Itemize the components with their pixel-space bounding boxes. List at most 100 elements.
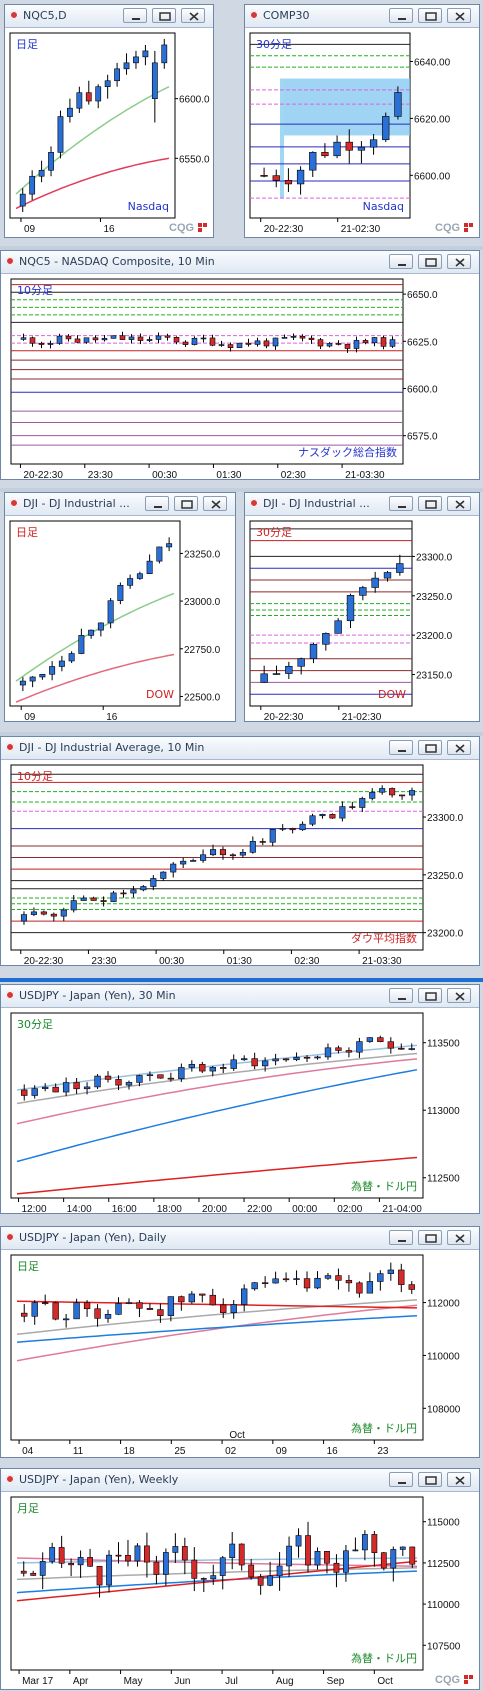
title-bar[interactable]: USDJPY - Japan (Yen), 30 Min <box>1 985 479 1008</box>
y-tick-label: 6640.00 <box>414 57 451 68</box>
restore-button[interactable] <box>418 988 442 1003</box>
chart-window-w8[interactable]: USDJPY - Japan (Yen), Daily 112000 110000 1… <box>0 1226 480 1458</box>
chart-window-w5[interactable]: DJI - DJ Industrial ... 23300.0 23250.0 232… <box>244 492 480 722</box>
close-button[interactable] <box>447 254 471 269</box>
title-bar[interactable]: NQC5 - NASDAQ Composite, 10 Min <box>1 251 479 274</box>
candle-body <box>136 1302 143 1309</box>
candle-body <box>164 335 171 338</box>
restore-button[interactable] <box>152 8 176 23</box>
restore-button[interactable] <box>418 1472 442 1487</box>
candle-body <box>101 338 108 341</box>
title-bar[interactable]: COMP30 <box>245 5 479 28</box>
candle-body <box>299 335 306 339</box>
candle-body <box>241 1058 248 1061</box>
close-button[interactable] <box>447 988 471 1003</box>
close-button[interactable] <box>447 1230 471 1245</box>
close-button[interactable] <box>447 496 471 511</box>
chart-window-w6[interactable]: DJI - DJ Industrial Average, 10 Min 23300… <box>0 736 480 966</box>
candle-body <box>188 1064 195 1068</box>
chart-canvas[interactable]: 115000 112500 110000 107500 Mar 17 Apr May Jun J… <box>1 1491 479 1689</box>
chart-window-w2[interactable]: COMP30 6640.00 6620.00 6600.00 20-22:30 21-02… <box>244 4 480 238</box>
candle-body <box>335 1047 342 1051</box>
close-button[interactable] <box>447 8 471 23</box>
chart-canvas[interactable]: 112000 110000 108000 04 11 18 25 02 09 16 23 Oct 日足為… <box>1 1249 479 1457</box>
close-button[interactable] <box>203 496 227 511</box>
title-bar[interactable]: DJI - DJ Industrial ... <box>245 493 479 516</box>
minimize-button[interactable] <box>389 988 413 1003</box>
candle-body <box>349 806 356 808</box>
instrument-watermark: DOW <box>146 688 174 701</box>
candle-body <box>128 336 135 340</box>
cqg-window-icon <box>6 991 14 999</box>
chart-canvas[interactable]: 23250.0 23000.0 22750.0 22500.0 09 16 日足 DOW <box>5 515 235 721</box>
title-bar[interactable]: NQC5,D <box>5 5 213 28</box>
title-bar[interactable]: DJI - DJ Industrial Average, 10 Min <box>1 737 479 760</box>
chart-window-w3[interactable]: NQC5 - NASDAQ Composite, 10 Min 6650.0 662… <box>0 250 480 480</box>
candle-body <box>74 338 81 343</box>
candle-body <box>157 1074 164 1079</box>
restore-icon <box>425 992 437 1001</box>
chart-canvas[interactable]: 23300.0 23250.0 23200.0 20-22:30 23:30 00:30 0… <box>1 759 479 965</box>
minimize-button[interactable] <box>123 8 147 23</box>
restore-button[interactable] <box>418 8 442 23</box>
candle-body <box>382 116 390 141</box>
minimize-button[interactable] <box>389 254 413 269</box>
restore-button[interactable] <box>418 740 442 755</box>
candle-body <box>389 788 396 796</box>
close-button[interactable] <box>181 8 205 23</box>
close-button[interactable] <box>447 740 471 755</box>
plot-area[interactable] <box>9 520 181 707</box>
chart-window-w1[interactable]: NQC5,D 6600.0 6550.0 09 16 日足 Nasdaq CQG <box>4 4 214 238</box>
candle-body <box>261 1282 269 1284</box>
restore-button[interactable] <box>174 496 198 511</box>
minimize-button[interactable] <box>389 1230 413 1245</box>
chart-canvas[interactable]: 113500 113000 112500 12:00 14:00 16:00 18:00 20… <box>1 1007 479 1213</box>
candle-body <box>362 340 369 344</box>
restore-button[interactable] <box>418 496 442 511</box>
minimize-button[interactable] <box>389 496 413 511</box>
minimize-icon <box>398 506 406 508</box>
x-tick-label: 00:30 <box>159 956 184 965</box>
x-tick-label: 20:00 <box>202 1204 227 1213</box>
minimize-button[interactable] <box>389 740 413 755</box>
candle-body <box>366 1281 374 1294</box>
title-bar[interactable]: USDJPY - Japan (Yen), Weekly <box>1 1469 479 1492</box>
candle-body <box>200 1578 207 1580</box>
minimize-button[interactable] <box>389 8 413 23</box>
candle-body <box>30 911 37 915</box>
candle-body <box>286 1545 292 1567</box>
title-bar[interactable]: USDJPY - Japan (Yen), Daily <box>1 1227 479 1250</box>
plot-area[interactable] <box>10 278 404 465</box>
chart-canvas[interactable]: 6640.00 6620.00 6600.00 20-22:30 21-02:30 30分… <box>245 27 479 237</box>
instrument-watermark: ナスダック総合指数 <box>298 445 397 459</box>
chart-canvas[interactable]: 6650.0 6625.0 6600.0 6575.0 20-22:30 23:30 00:… <box>1 273 479 479</box>
title-bar[interactable]: DJI - DJ Industrial ... <box>5 493 235 516</box>
plot-area[interactable] <box>10 1012 424 1199</box>
plot-area[interactable] <box>9 32 176 219</box>
chart-window-w9[interactable]: USDJPY - Japan (Yen), Weekly 115000 112500… <box>0 1468 480 1690</box>
cqg-window-icon <box>6 1475 14 1483</box>
close-button[interactable] <box>447 1472 471 1487</box>
section-separator <box>0 246 483 250</box>
x-tick-label: Sep <box>327 1676 345 1687</box>
chart-canvas[interactable]: 23300.0 23250.0 23200.0 23150.0 20-22:30 21-0… <box>245 515 479 721</box>
moving-average-line <box>16 1299 418 1336</box>
plot-area[interactable] <box>10 1254 424 1441</box>
candle-body <box>380 1552 387 1569</box>
restore-button[interactable] <box>418 254 442 269</box>
cqg-logo-text: CQG <box>169 222 194 234</box>
candle-body <box>379 788 386 793</box>
chart-window-w4[interactable]: DJI - DJ Industrial ... 23250.0 23000.0 227… <box>4 492 236 722</box>
chart-window-w7[interactable]: USDJPY - Japan (Yen), 30 Min 113500 113000… <box>0 984 480 1214</box>
restore-button[interactable] <box>418 1230 442 1245</box>
candle-body <box>151 62 158 99</box>
candle-body <box>94 1308 101 1319</box>
instrument-watermark: 為替・ドル円 <box>351 1421 417 1435</box>
y-tick-label: 108000 <box>427 1404 461 1415</box>
minimize-button[interactable] <box>389 1472 413 1487</box>
plot-area[interactable] <box>10 1496 424 1671</box>
plot-area[interactable] <box>249 520 413 707</box>
minimize-button[interactable] <box>145 496 169 511</box>
x-tick-label: 20-22:30 <box>24 956 64 965</box>
